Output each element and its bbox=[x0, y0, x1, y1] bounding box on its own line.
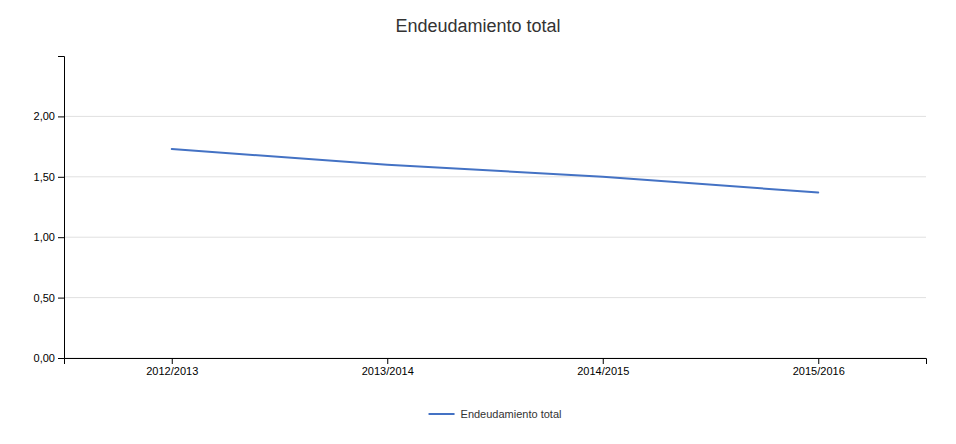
grid bbox=[64, 116, 926, 358]
y-tick-label: 0,50 bbox=[34, 292, 55, 304]
legend-swatch bbox=[429, 413, 455, 415]
legend: Endeudamiento total bbox=[429, 408, 562, 420]
x-tick-mark bbox=[387, 358, 388, 364]
x-tick-mark bbox=[818, 358, 819, 364]
chart: Endeudamiento total 0,00 0,50 1,00 1,50 2,00 2… bbox=[0, 0, 956, 444]
y-tick: 1,50 bbox=[34, 171, 64, 183]
y-tick: 2,00 bbox=[34, 110, 64, 122]
grid-line bbox=[64, 116, 926, 117]
grid-line bbox=[64, 237, 926, 238]
x-tick-mark bbox=[603, 358, 604, 364]
y-tick: 1,00 bbox=[34, 231, 64, 243]
y-tick-mark bbox=[58, 116, 64, 117]
x-tick: 2013/2014 bbox=[362, 358, 414, 377]
legend-label: Endeudamiento total bbox=[461, 408, 562, 420]
x-tick: 2015/2016 bbox=[793, 358, 845, 377]
plot: 0,000,501,001,502,002012/20132013/201420… bbox=[34, 57, 927, 377]
y-axis-line bbox=[58, 57, 65, 359]
x-tick-label: 2013/2014 bbox=[362, 365, 414, 377]
x-tick: 2012/2013 bbox=[146, 358, 198, 377]
line bbox=[172, 149, 819, 192]
x-tick-label: 2012/2013 bbox=[146, 365, 198, 377]
y-tick-label: 2,00 bbox=[34, 110, 55, 122]
y-tick-mark bbox=[58, 237, 64, 238]
grid-line bbox=[64, 176, 926, 177]
x-tick: 2014/2015 bbox=[577, 358, 629, 377]
title: Endeudamiento total bbox=[395, 16, 560, 36]
y-tick-label: 0,00 bbox=[34, 352, 55, 364]
x-axis: 2012/2013 2013/2014 2014/2015 2015/2016 bbox=[65, 358, 927, 377]
y-tick-label: 1,00 bbox=[34, 231, 55, 243]
x-tick-label: 2015/2016 bbox=[793, 365, 845, 377]
y-tick: 0,50 bbox=[34, 292, 64, 304]
grid-line bbox=[64, 297, 926, 298]
marks bbox=[172, 149, 819, 192]
y-tick-mark bbox=[58, 177, 64, 178]
y-tick-label: 1,50 bbox=[34, 171, 55, 183]
x-tick-mark bbox=[172, 358, 173, 364]
x-tick-label: 2014/2015 bbox=[577, 365, 629, 377]
y-axis: 0,00 0,50 1,00 1,50 2,00 bbox=[34, 57, 65, 365]
y-tick: 0,00 bbox=[34, 352, 64, 364]
y-tick-mark bbox=[58, 298, 64, 299]
legend-item: Endeudamiento total bbox=[429, 408, 562, 420]
x-axis-line bbox=[65, 359, 927, 365]
y-tick-mark bbox=[58, 358, 64, 359]
